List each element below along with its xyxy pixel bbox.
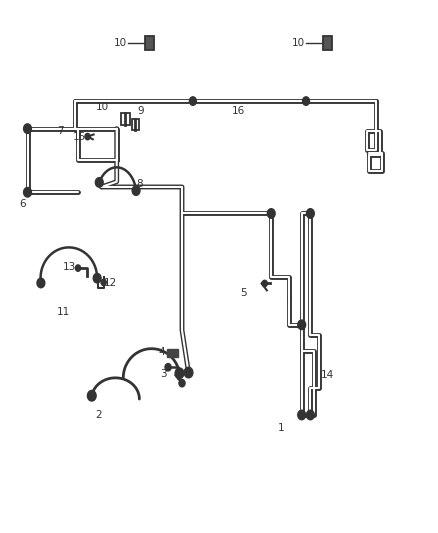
Circle shape xyxy=(37,278,45,288)
Circle shape xyxy=(95,177,103,187)
Text: 4: 4 xyxy=(158,348,165,358)
Circle shape xyxy=(179,379,185,387)
Text: 6: 6 xyxy=(19,199,25,209)
Circle shape xyxy=(175,368,184,378)
Circle shape xyxy=(262,280,267,287)
Circle shape xyxy=(267,209,275,218)
Text: 2: 2 xyxy=(95,410,102,420)
Text: 9: 9 xyxy=(137,106,144,116)
Text: 10: 10 xyxy=(292,38,305,49)
Bar xyxy=(323,36,332,50)
Circle shape xyxy=(88,391,96,401)
Circle shape xyxy=(132,186,140,196)
Circle shape xyxy=(85,133,90,140)
Circle shape xyxy=(189,97,196,106)
Text: 13: 13 xyxy=(63,262,76,271)
Circle shape xyxy=(93,273,101,283)
Circle shape xyxy=(24,124,32,133)
Text: 10: 10 xyxy=(96,102,109,112)
Text: 8: 8 xyxy=(136,179,143,189)
Polygon shape xyxy=(167,349,178,357)
Text: 11: 11 xyxy=(57,306,71,317)
Circle shape xyxy=(184,367,193,378)
Text: 1: 1 xyxy=(278,423,284,433)
Circle shape xyxy=(24,188,32,197)
Text: 12: 12 xyxy=(104,278,117,288)
Bar xyxy=(120,113,130,125)
Circle shape xyxy=(303,97,310,106)
Text: 10: 10 xyxy=(113,38,127,49)
Text: 5: 5 xyxy=(240,288,247,298)
Circle shape xyxy=(298,410,306,419)
Bar xyxy=(145,36,154,50)
Text: 15: 15 xyxy=(73,132,86,142)
Text: 3: 3 xyxy=(160,369,167,379)
Text: 7: 7 xyxy=(57,126,63,136)
Bar xyxy=(131,118,139,130)
Circle shape xyxy=(75,265,81,271)
Circle shape xyxy=(298,320,306,329)
Circle shape xyxy=(307,410,314,419)
Text: 14: 14 xyxy=(321,370,335,380)
Text: 16: 16 xyxy=(232,106,245,116)
Circle shape xyxy=(165,364,171,371)
Circle shape xyxy=(101,279,106,286)
Circle shape xyxy=(307,209,314,218)
